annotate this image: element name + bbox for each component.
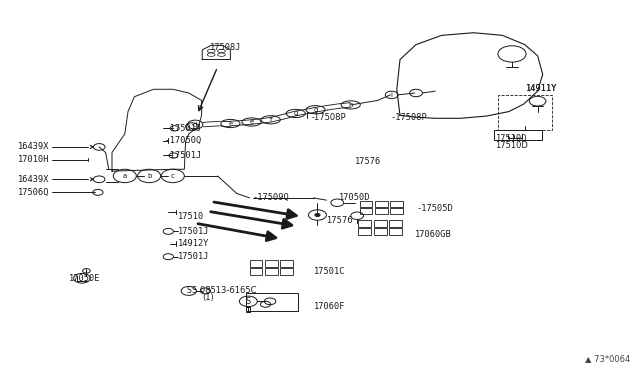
Text: f: f: [269, 117, 272, 123]
Bar: [250, 268, 262, 275]
Text: -17508P: -17508P: [312, 113, 346, 122]
Bar: [246, 293, 298, 311]
Text: -17508P: -17508P: [390, 113, 427, 122]
Text: -17050Q: -17050Q: [154, 136, 201, 145]
Text: 17060F: 17060F: [314, 302, 345, 311]
Bar: [358, 220, 371, 227]
Text: 17050D: 17050D: [339, 193, 371, 202]
Bar: [280, 268, 293, 275]
Bar: [375, 208, 388, 214]
Text: S: S: [246, 297, 251, 306]
Text: g: g: [294, 110, 298, 116]
Bar: [495, 130, 543, 140]
Text: 17501J: 17501J: [178, 227, 209, 236]
Bar: [498, 95, 552, 130]
Text: 17010H: 17010H: [19, 155, 50, 164]
Text: 17510D: 17510D: [495, 141, 529, 150]
Text: -17501J: -17501J: [154, 151, 201, 160]
Text: c: c: [171, 173, 175, 179]
Text: 17576: 17576: [355, 157, 381, 166]
Text: b: b: [147, 173, 151, 179]
Text: 17576: 17576: [326, 216, 353, 225]
Text: ▲ 73*0064: ▲ 73*0064: [585, 354, 630, 363]
Bar: [389, 228, 402, 235]
Text: 14912Y: 14912Y: [178, 239, 209, 248]
Text: d: d: [193, 122, 197, 128]
Bar: [375, 201, 388, 207]
Text: -17505D: -17505D: [416, 204, 452, 213]
Text: 17510D: 17510D: [496, 134, 528, 143]
Text: 16439X: 16439X: [19, 175, 50, 184]
Text: e: e: [250, 119, 253, 125]
Text: S: S: [186, 286, 191, 295]
Bar: [389, 220, 402, 227]
Bar: [360, 201, 372, 207]
Bar: [358, 228, 371, 235]
Circle shape: [315, 214, 320, 217]
Bar: [390, 208, 403, 214]
Bar: [374, 220, 387, 227]
Text: g: g: [314, 107, 317, 113]
Bar: [374, 228, 387, 235]
Text: S 08513-6165C: S 08513-6165C: [192, 286, 257, 295]
Text: 17050E: 17050E: [69, 274, 101, 283]
Text: 14911Y: 14911Y: [526, 84, 557, 93]
Bar: [265, 260, 278, 267]
Text: a: a: [123, 173, 127, 179]
Text: i: i: [390, 92, 393, 98]
Bar: [390, 201, 403, 207]
Text: (1): (1): [202, 293, 214, 302]
Text: 17060GB: 17060GB: [415, 230, 451, 239]
Bar: [265, 268, 278, 275]
Bar: [360, 208, 372, 214]
Text: -17509Q: -17509Q: [253, 193, 289, 202]
Text: e: e: [228, 121, 232, 126]
Text: 17508J: 17508J: [209, 43, 241, 52]
Text: 17501J: 17501J: [178, 252, 209, 261]
Text: 17506Q: 17506Q: [19, 188, 50, 197]
Bar: [250, 260, 262, 267]
Text: 16439X: 16439X: [19, 142, 50, 151]
Text: 17510: 17510: [178, 212, 204, 221]
Text: h: h: [348, 102, 353, 108]
Text: -17501J: -17501J: [154, 124, 201, 133]
Bar: [280, 260, 293, 267]
Text: 14911Y: 14911Y: [525, 84, 557, 93]
Text: 17501C: 17501C: [314, 267, 345, 276]
